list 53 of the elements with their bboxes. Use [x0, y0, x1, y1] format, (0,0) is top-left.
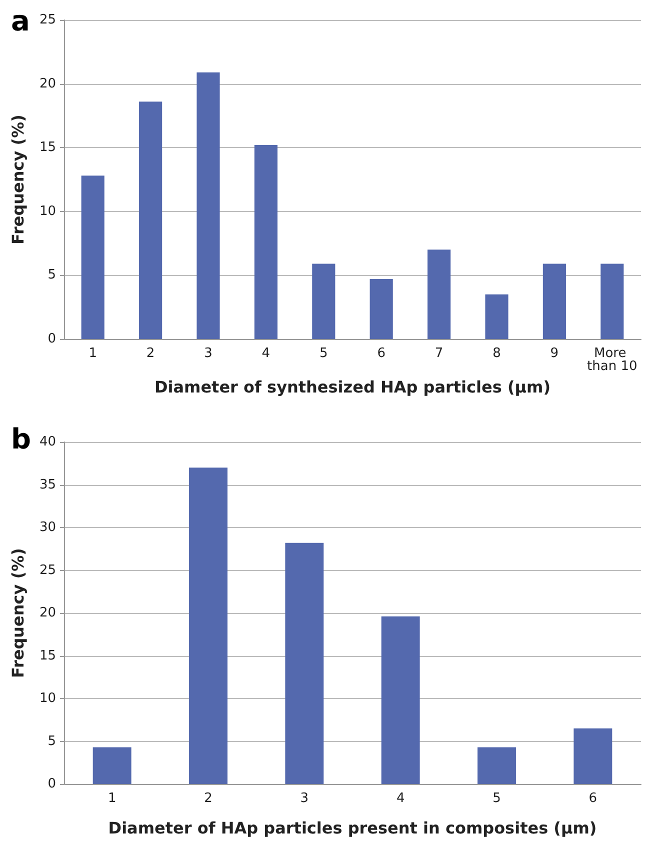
- bar: [92, 747, 132, 784]
- y-tick-label: 5: [48, 734, 56, 749]
- x-tick-label: 1: [108, 791, 116, 806]
- y-tick-label: 20: [39, 606, 56, 620]
- bar: [81, 176, 104, 339]
- x-axis-title: Diameter of HAp particles present in composites (µm): [108, 818, 597, 838]
- x-tick-label: 8: [492, 346, 501, 361]
- x-tick-label: More than 10: [587, 346, 638, 374]
- x-tick-label: 2: [204, 791, 212, 806]
- chart-title: b: [11, 422, 32, 456]
- y-tick-label: 15: [39, 648, 56, 664]
- x-tick-label: 5: [320, 346, 328, 361]
- chart-title: a: [11, 4, 30, 38]
- x-tick-label: 4: [262, 346, 270, 361]
- y-tick-label: 0: [48, 332, 56, 346]
- y-tick-label: 40: [39, 434, 56, 450]
- bar: [285, 542, 324, 784]
- bar: [189, 468, 228, 784]
- bar: [485, 294, 508, 339]
- x-tick-label: 6: [588, 791, 598, 806]
- y-tick-label: 25: [39, 12, 56, 28]
- y-axis-title: Frequency (%): [8, 548, 28, 678]
- bar: [370, 279, 393, 339]
- x-tick-label: 1: [88, 346, 97, 361]
- y-tick-label: 10: [39, 204, 56, 219]
- y-tick-label: 0: [48, 776, 56, 792]
- bar: [196, 72, 220, 339]
- bar: [139, 102, 162, 339]
- x-tick-label: 2: [146, 346, 155, 361]
- bar: [312, 264, 336, 339]
- x-tick-label: 6: [377, 346, 386, 361]
- bar: [428, 250, 451, 339]
- bar: [381, 616, 420, 784]
- y-tick-label: 30: [39, 520, 56, 535]
- x-tick-label: 3: [300, 791, 309, 806]
- y-tick-label: 35: [39, 477, 56, 492]
- x-tick-label: 7: [434, 346, 444, 361]
- y-tick-label: 15: [39, 140, 56, 156]
- bar: [254, 145, 278, 339]
- x-tick-label: 3: [204, 346, 212, 361]
- y-tick-label: 5: [48, 268, 56, 283]
- y-tick-label: 20: [39, 76, 56, 92]
- y-tick-label: 25: [39, 562, 56, 578]
- bar: [542, 264, 566, 339]
- x-axis-title: Diameter of synthesized HAp particles (µm): [154, 378, 551, 396]
- bar: [478, 747, 516, 784]
- y-axis-title: Frequency (%): [8, 114, 28, 244]
- x-tick-label: 9: [550, 346, 559, 361]
- y-tick-label: 10: [39, 691, 56, 706]
- bar: [600, 264, 624, 339]
- bar: [574, 728, 612, 784]
- x-tick-label: 5: [492, 791, 501, 806]
- x-tick-label: 4: [396, 791, 405, 806]
